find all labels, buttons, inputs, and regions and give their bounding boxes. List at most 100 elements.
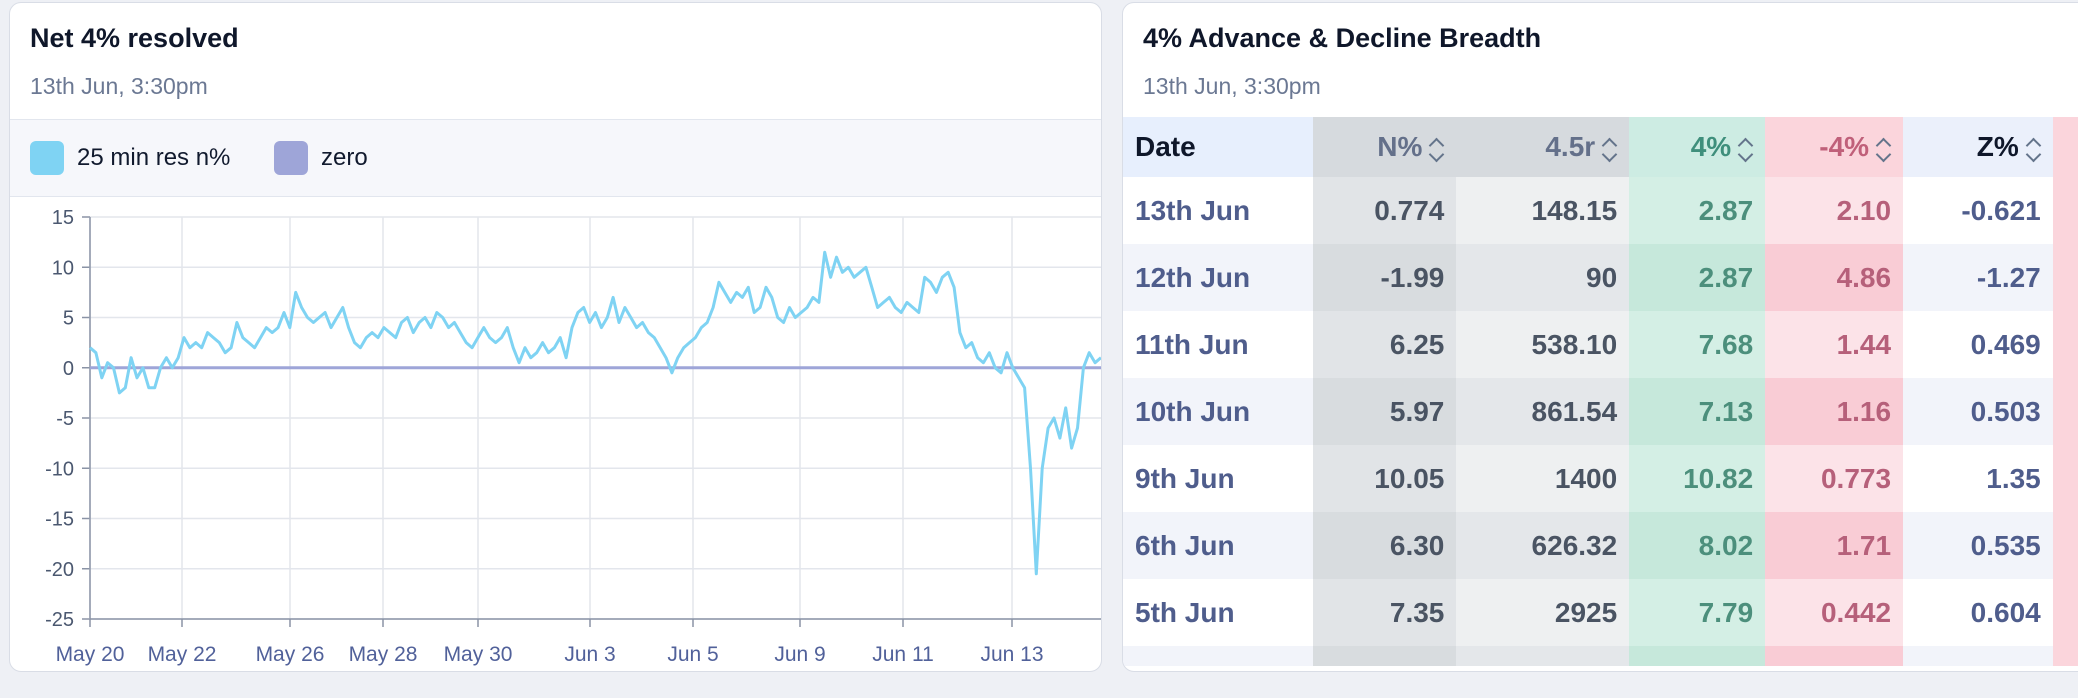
row-date: 9th Jun bbox=[1123, 445, 1313, 512]
card-timestamp: 13th Jun, 3:30pm bbox=[1143, 73, 1321, 99]
table-cell: 0.774 bbox=[1312, 177, 1457, 244]
sort-icon[interactable] bbox=[1430, 136, 1444, 162]
legend-label: zero bbox=[321, 144, 368, 171]
table-cell bbox=[2052, 378, 2078, 445]
card-title: Net 4% resolved bbox=[30, 23, 239, 53]
table-cell: -1.27 bbox=[1903, 244, 2053, 311]
table-cell bbox=[1765, 646, 1904, 666]
sort-icon[interactable] bbox=[1877, 136, 1891, 162]
legend-item-zero[interactable]: zero bbox=[274, 140, 368, 176]
table-row[interactable]: 13th Jun 0.774 148.15 2.87 2.10 -0.621 bbox=[1123, 177, 2078, 244]
column-header[interactable]: N% bbox=[1312, 117, 1457, 177]
column-header-label: -4% bbox=[1819, 131, 1870, 162]
table-cell: 1.71 bbox=[1765, 512, 1904, 579]
x-tick-label: Jun 3 bbox=[564, 643, 615, 666]
table-cell: 1400 bbox=[1456, 445, 1630, 512]
table-cell bbox=[1312, 646, 1457, 666]
table-cell: 90 bbox=[1456, 244, 1630, 311]
table-cell: 8.02 bbox=[1629, 512, 1766, 579]
table-cell: 0.442 bbox=[1765, 579, 1904, 646]
column-header[interactable] bbox=[2052, 117, 2078, 177]
table-cell: 148.15 bbox=[1456, 177, 1630, 244]
table-cell bbox=[2052, 244, 2078, 311]
table-cell: 0.469 bbox=[1903, 311, 2053, 378]
x-tick-label: May 30 bbox=[444, 643, 513, 666]
card-timestamp: 13th Jun, 3:30pm bbox=[30, 73, 208, 99]
y-tick-label: -25 bbox=[45, 609, 74, 631]
sort-icon[interactable] bbox=[1603, 136, 1617, 162]
y-tick-label: -10 bbox=[45, 458, 74, 480]
legend-item-25-min-res[interactable]: 25 min res n% bbox=[30, 140, 230, 176]
net-resolved-card: Net 4% resolved 13th Jun, 3:30pm 25 min … bbox=[9, 2, 1102, 672]
column-header[interactable]: -4% bbox=[1765, 117, 1904, 177]
table-scroll-overflow bbox=[1123, 653, 2078, 671]
row-date: 11th Jun bbox=[1123, 311, 1313, 378]
legend-swatch bbox=[30, 141, 64, 175]
table-cell: 2925 bbox=[1456, 579, 1630, 646]
legend-swatch bbox=[274, 141, 308, 175]
card-title: 4% Advance & Decline Breadth bbox=[1143, 23, 1542, 53]
series-line-25-min-res bbox=[89, 250, 1101, 576]
x-tick-label: May 26 bbox=[256, 643, 325, 666]
table-cell: 861.54 bbox=[1456, 378, 1630, 445]
table-row[interactable]: 6th Jun 6.30 626.32 8.02 1.71 0.535 bbox=[1123, 512, 2078, 579]
table-cell: 5.97 bbox=[1312, 378, 1457, 445]
table-cell bbox=[2052, 579, 2078, 646]
table-cell: 7.79 bbox=[1629, 579, 1766, 646]
table-header-row: Date N% 4.5r 4% -4% Z% bbox=[1123, 117, 2078, 177]
table-cell bbox=[2052, 445, 2078, 512]
table-cell: 1.44 bbox=[1765, 311, 1904, 378]
breadth-table: Date N% 4.5r 4% -4% Z% 13th Jun 0.774 148.15 2.8… bbox=[1123, 117, 2078, 666]
y-tick-label: 5 bbox=[63, 308, 74, 330]
sort-icon[interactable] bbox=[2027, 136, 2041, 162]
x-tick-label: Jun 11 bbox=[872, 643, 934, 666]
table-row[interactable]: 12th Jun -1.99 90 2.87 4.86 -1.27 bbox=[1123, 244, 2078, 311]
x-tick-label: May 28 bbox=[349, 643, 418, 666]
row-date: 5th Jun bbox=[1123, 579, 1313, 646]
table-cell bbox=[2052, 177, 2078, 244]
column-header[interactable]: Z% bbox=[1903, 117, 2053, 177]
table-cell: 1.16 bbox=[1765, 378, 1904, 445]
table-body: 13th Jun 0.774 148.15 2.87 2.10 -0.621 12th Ju… bbox=[1123, 177, 2078, 666]
table-row[interactable]: 11th Jun 6.25 538.10 7.68 1.44 0.469 bbox=[1123, 311, 2078, 378]
breadth-card: 4% Advance & Decline Breadth 13th Jun, 3… bbox=[1122, 2, 2078, 672]
legend-label: 25 min res n% bbox=[77, 144, 231, 171]
table-cell: 2.87 bbox=[1629, 177, 1766, 244]
table-cell: 0.604 bbox=[1903, 579, 2053, 646]
x-tick-label: May 20 bbox=[56, 643, 125, 666]
table-cell bbox=[1903, 646, 2053, 666]
sort-icon[interactable] bbox=[1739, 136, 1753, 162]
column-header[interactable]: 4% bbox=[1629, 117, 1766, 177]
table-cell: 4.86 bbox=[1765, 244, 1904, 311]
table-cell: 0.773 bbox=[1765, 445, 1904, 512]
table-cell: 10.82 bbox=[1629, 445, 1766, 512]
table-row[interactable]: 5th Jun 7.35 2925 7.79 0.442 0.604 bbox=[1123, 579, 2078, 646]
y-tick-label: 0 bbox=[63, 358, 74, 380]
y-tick-label: -15 bbox=[45, 509, 74, 531]
column-header-label: Date bbox=[1135, 131, 1196, 162]
line-chart[interactable]: 15 10 5 0 -5 -10 -15 -20 -25 May 20 May 22 May 26 Ma… bbox=[10, 195, 1101, 671]
table-cell: 7.68 bbox=[1629, 311, 1766, 378]
table-cell: 2.10 bbox=[1765, 177, 1904, 244]
table-cell bbox=[1456, 646, 1630, 666]
table-cell: 0.535 bbox=[1903, 512, 2053, 579]
table-row[interactable]: 10th Jun 5.97 861.54 7.13 1.16 0.503 bbox=[1123, 378, 2078, 445]
table-cell: 0.503 bbox=[1903, 378, 2053, 445]
table-cell: -0.621 bbox=[1903, 177, 2053, 244]
column-header-label: Z% bbox=[1976, 131, 2019, 162]
column-header-label: 4% bbox=[1690, 131, 1732, 162]
table-cell: 2.87 bbox=[1629, 244, 1766, 311]
table-cell: 7.13 bbox=[1629, 378, 1766, 445]
table-cell: 6.30 bbox=[1312, 512, 1457, 579]
row-date: 10th Jun bbox=[1123, 378, 1313, 445]
table-cell bbox=[1629, 646, 1766, 666]
x-tick-label: Jun 13 bbox=[980, 643, 1043, 666]
table-row[interactable]: 9th Jun 10.05 1400 10.82 0.773 1.35 bbox=[1123, 445, 2078, 512]
table-cell: 626.32 bbox=[1456, 512, 1630, 579]
row-date: 6th Jun bbox=[1123, 512, 1313, 579]
table-cell: 10.05 bbox=[1312, 445, 1457, 512]
y-tick-label: 10 bbox=[52, 257, 74, 279]
column-header-label: 4.5r bbox=[1545, 131, 1596, 162]
table-cell bbox=[2052, 512, 2078, 579]
column-header[interactable]: 4.5r bbox=[1456, 117, 1630, 177]
